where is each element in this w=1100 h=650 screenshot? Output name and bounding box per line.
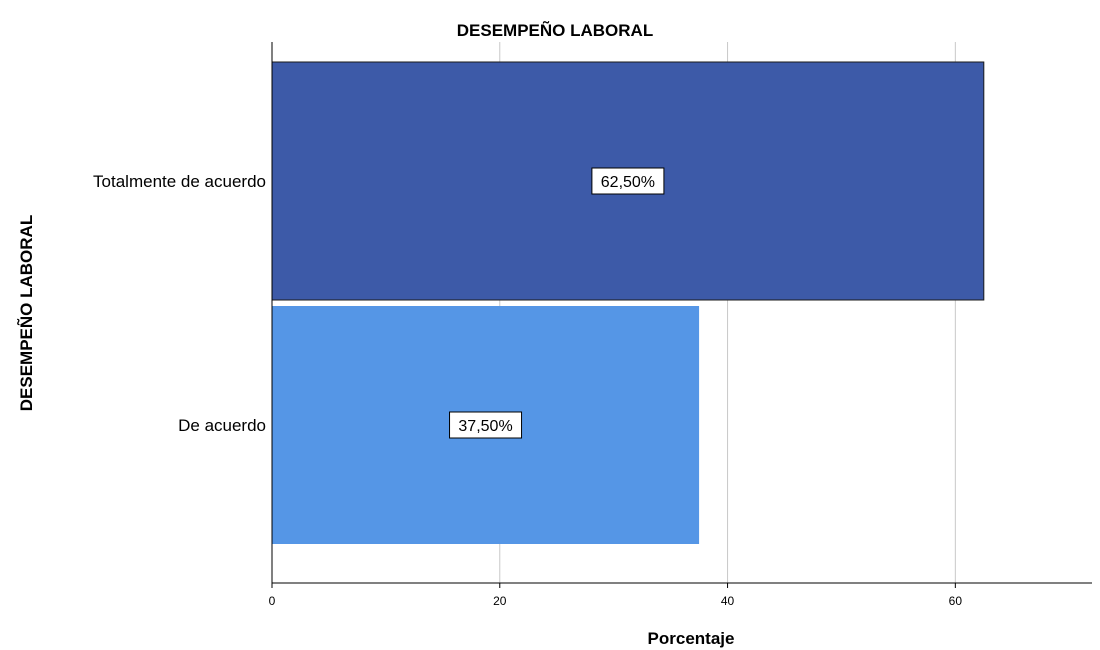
data-label-box [449,411,523,439]
axis-layer: 0 20 40 60 Totalmente de acuerdo De acuerdo [93,42,1092,608]
category-label: Totalmente de acuerdo [93,172,266,191]
x-tick-label: 60 [949,594,963,608]
chart-title: DESEMPEÑO LABORAL [457,20,653,40]
data-label: 37,50% [458,418,512,435]
bar-layer [271,61,985,544]
x-axis-title: Porcentaje [648,629,735,648]
x-tick-label: 40 [721,594,735,608]
label-layer: 62,50% 37,50% [449,167,665,439]
category-label: De acuerdo [178,416,266,435]
x-tick-label: 0 [269,594,276,608]
y-axis-title: DESEMPEÑO LABORAL [16,215,36,411]
data-label-box [591,167,665,195]
data-label: 62,50% [601,174,655,191]
x-tick-label: 20 [493,594,507,608]
